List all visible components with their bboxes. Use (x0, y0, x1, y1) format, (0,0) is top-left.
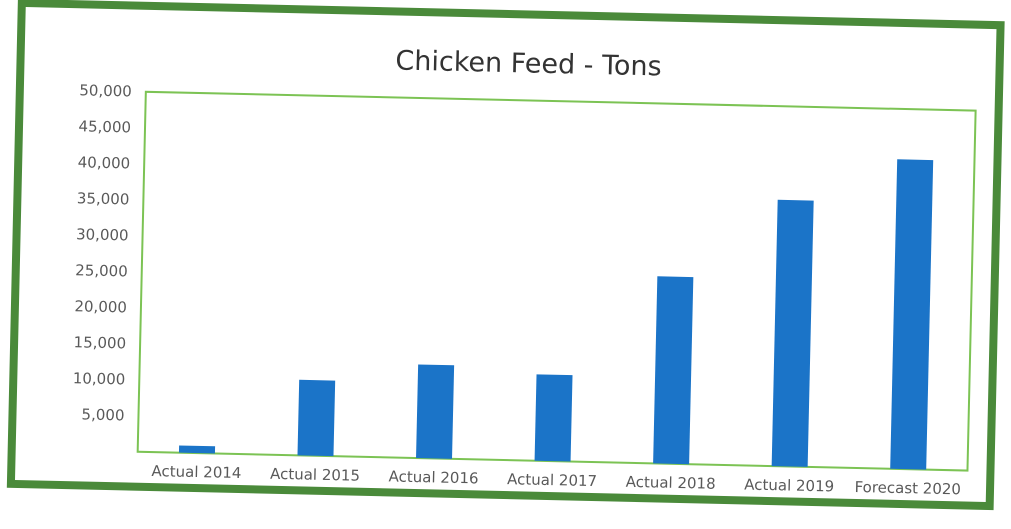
x-tick-label: Actual 2016 (388, 467, 478, 487)
y-tick-label: 10,000 (73, 369, 126, 388)
y-tick-label: 45,000 (78, 117, 131, 136)
x-tick-label: Actual 2017 (507, 470, 597, 490)
x-tick-label: Actual 2018 (626, 473, 716, 493)
bar (297, 379, 336, 457)
y-tick-label: 50,000 (79, 81, 132, 100)
y-tick-label: 5,000 (81, 405, 124, 424)
y-tick-label: 25,000 (75, 261, 128, 280)
bar (771, 199, 814, 467)
x-tick-label: Forecast 2020 (854, 478, 961, 498)
y-tick-label: 35,000 (77, 189, 130, 208)
bar (416, 364, 455, 459)
bar-series (178, 159, 934, 470)
y-axis: 5,000 10,000 15,000 20,000 25,000 30,000 35,00… (73, 81, 132, 424)
y-tick-label: 40,000 (78, 153, 131, 172)
x-axis: Actual 2014 Actual 2015 Actual 2016 Actual … (151, 462, 961, 498)
x-tick-label: Actual 2014 (151, 462, 241, 482)
x-tick-label: Actual 2019 (744, 475, 834, 495)
bar (178, 445, 216, 454)
x-tick-label: Actual 2015 (270, 465, 360, 485)
bar (653, 276, 694, 465)
y-tick-label: 20,000 (74, 297, 127, 316)
y-tick-label: 30,000 (76, 225, 129, 244)
chart-title: Chicken Feed - Tons (395, 45, 662, 82)
bar (890, 159, 934, 470)
y-tick-label: 15,000 (73, 333, 126, 352)
chart-card: Chicken Feed - Tons 5,000 10,000 15,000 20,… (6, 0, 1005, 511)
bar (534, 374, 573, 462)
